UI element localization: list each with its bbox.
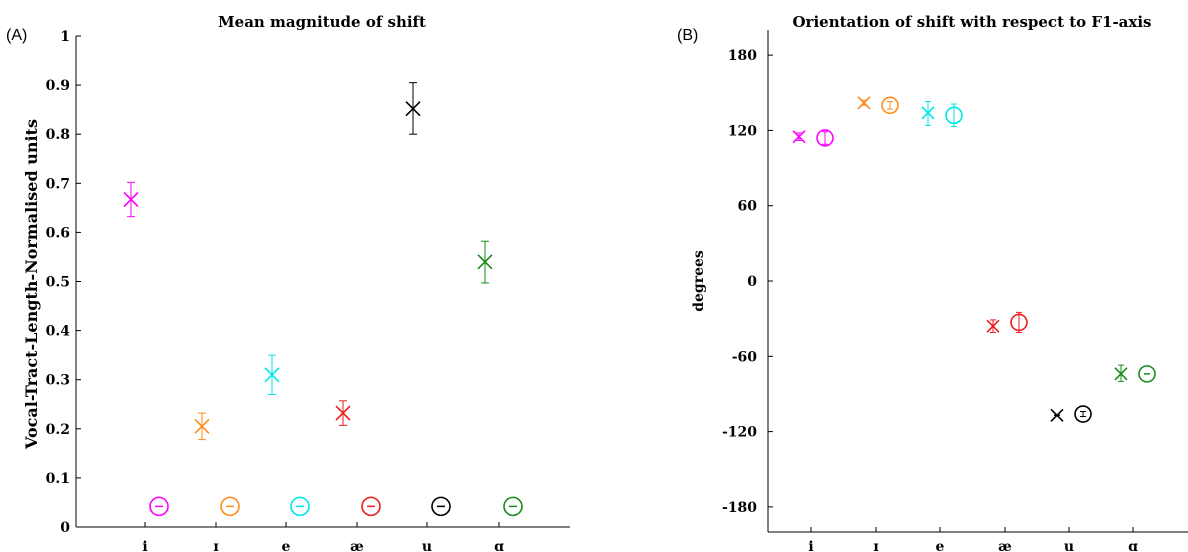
y-tick-label: 0 bbox=[60, 520, 70, 536]
y-tick-label: 0.8 bbox=[46, 127, 70, 143]
data-point-circle bbox=[503, 496, 523, 517]
x-tick-label: æ bbox=[350, 539, 364, 552]
y-tick-label: 0.4 bbox=[46, 324, 71, 340]
x-tick-label: ɪ bbox=[213, 539, 218, 552]
data-point-cross bbox=[264, 367, 280, 383]
data-point-circle bbox=[1010, 313, 1028, 332]
panel-b: (B) Orientation of shift with respect to… bbox=[677, 13, 1188, 552]
data-point-circle bbox=[1138, 365, 1156, 383]
x-tick-label: i bbox=[142, 539, 147, 552]
y-tick-label: 0.5 bbox=[46, 275, 70, 291]
data-point-cross bbox=[1114, 367, 1128, 381]
data-point-cross bbox=[986, 319, 1000, 333]
x-tick-label: u bbox=[1064, 539, 1074, 552]
panel-a-label: (A) bbox=[6, 27, 27, 44]
x-tick-label: e bbox=[936, 539, 945, 552]
x-tick-label: i bbox=[808, 539, 813, 552]
panel-a: (A) Mean magnitude of shift Vocal-Tract-… bbox=[6, 13, 570, 552]
panel-a-title: Mean magnitude of shift bbox=[218, 13, 426, 31]
panel-b-ylabel: degrees bbox=[691, 250, 707, 312]
panel-a-y-ticks: 0 0.1 0.2 0.3 0.4 0.5 0.6 0.7 0.8 0.9 1 bbox=[46, 29, 81, 536]
panel-a-marks bbox=[123, 82, 523, 517]
x-tick-label: ɑ bbox=[1128, 539, 1138, 552]
y-tick-label: 0.2 bbox=[46, 422, 70, 438]
data-point-cross bbox=[405, 101, 421, 117]
panel-b-marks bbox=[792, 96, 1156, 423]
data-point-circle bbox=[816, 129, 834, 147]
data-point-circle bbox=[290, 496, 310, 517]
y-tick-label: -180 bbox=[722, 500, 757, 516]
y-tick-label: -120 bbox=[722, 425, 757, 441]
panel-b-title: Orientation of shift with respect to F1-… bbox=[792, 13, 1151, 31]
y-tick-label: 180 bbox=[728, 48, 757, 64]
y-tick-label: 0.1 bbox=[46, 471, 70, 487]
data-point-cross bbox=[1050, 408, 1064, 422]
data-point-cross bbox=[921, 106, 935, 120]
x-tick-label: ɪ bbox=[873, 539, 878, 552]
data-point-cross bbox=[123, 191, 139, 208]
y-tick-label: -60 bbox=[732, 349, 758, 365]
x-tick-label: æ bbox=[998, 539, 1012, 552]
x-tick-label: u bbox=[422, 539, 432, 552]
y-tick-label: 0 bbox=[747, 274, 757, 290]
data-point-cross bbox=[792, 130, 806, 144]
data-point-cross bbox=[477, 254, 493, 270]
panel-a-ylabel: Vocal-Tract-Length-Normalised units bbox=[22, 119, 41, 450]
data-point-circle bbox=[361, 496, 381, 517]
y-tick-label: 0.6 bbox=[46, 225, 70, 241]
y-tick-label: 60 bbox=[738, 199, 758, 215]
x-tick-label: e bbox=[282, 539, 291, 552]
y-tick-label: 0.3 bbox=[46, 373, 70, 389]
data-point-circle bbox=[945, 106, 963, 125]
y-tick-label: 1 bbox=[60, 29, 70, 45]
panel-b-y-ticks: -180 -120 -60 0 60 120 180 bbox=[722, 48, 773, 516]
y-tick-label: 0.7 bbox=[46, 176, 70, 192]
data-point-circle bbox=[1074, 405, 1092, 423]
data-point-cross bbox=[335, 405, 351, 421]
y-tick-label: 0.9 bbox=[46, 78, 70, 94]
data-point-circle bbox=[220, 496, 240, 517]
x-tick-label: ɑ bbox=[494, 539, 504, 552]
y-tick-label: 120 bbox=[728, 123, 757, 139]
panel-b-label: (B) bbox=[677, 27, 698, 44]
data-point-circle bbox=[881, 96, 899, 115]
data-point-circle bbox=[149, 496, 169, 517]
data-point-cross bbox=[194, 418, 210, 434]
data-point-cross bbox=[857, 96, 871, 110]
data-point-circle bbox=[431, 496, 451, 517]
